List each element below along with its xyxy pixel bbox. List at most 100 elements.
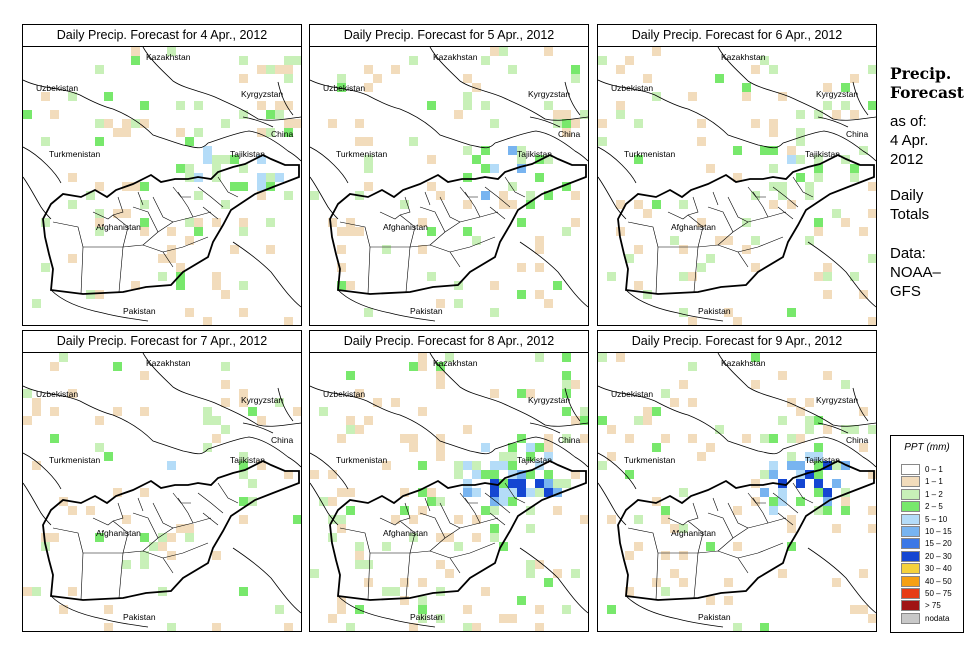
country-label-pakistan: Pakistan: [123, 612, 156, 622]
precip-cell: [328, 614, 337, 623]
precip-cell: [346, 488, 355, 497]
precip-cell: [391, 587, 400, 596]
precip-cell: [472, 461, 481, 470]
precip-cell: [364, 416, 373, 425]
precip-map: Kazakhstan Uzbekistan Kyrgyzstan China Turkm…: [309, 46, 589, 326]
precip-cell: [598, 416, 607, 425]
precip-cell: [625, 56, 634, 65]
precip-cell: [562, 407, 571, 416]
precip-cell: [841, 497, 850, 506]
precip-cell: [535, 173, 544, 182]
sidebar-title-line2: Forecast: [890, 83, 964, 102]
precip-cell: [526, 569, 535, 578]
precip-cell: [239, 74, 248, 83]
precip-cell: [463, 227, 472, 236]
precip-cell: [284, 56, 293, 65]
province-boundary: [339, 221, 371, 248]
province-boundary: [152, 196, 174, 223]
precip-cell: [41, 92, 50, 101]
province-boundary: [399, 502, 411, 522]
country-border: [310, 146, 349, 184]
panel-title: Daily Precip. Forecast for 9 Apr., 2012: [597, 330, 877, 353]
precip-cell: [284, 65, 293, 74]
precip-cell: [544, 155, 553, 164]
precip-cell: [562, 110, 571, 119]
precip-cell: [454, 515, 463, 524]
precip-cell: [364, 308, 373, 317]
precip-cell: [212, 164, 221, 173]
precip-cell: [652, 497, 661, 506]
precip-cell: [427, 488, 436, 497]
precip-cell: [221, 119, 230, 128]
asof-date-line2: 2012: [890, 151, 924, 168]
country-border: [50, 595, 149, 628]
province-boundary: [712, 497, 719, 512]
precip-cell: [427, 227, 436, 236]
precip-cell: [733, 542, 742, 551]
precip-cell: [472, 515, 481, 524]
precip-cell: [194, 227, 203, 236]
province-boundary: [172, 186, 191, 198]
precip-cell: [481, 470, 490, 479]
precip-cell: [436, 299, 445, 308]
province-boundary: [162, 542, 209, 559]
country-label-uzbekistan: Uzbekistan: [323, 389, 365, 399]
precip-cell: [508, 461, 517, 470]
precip-cell: [409, 515, 418, 524]
precip-cell: [284, 74, 293, 83]
province-boundary: [693, 552, 699, 599]
precip-cell: [104, 452, 113, 461]
precip-cell: [679, 308, 688, 317]
province-boundary: [80, 552, 84, 601]
precip-cell: [50, 533, 59, 542]
country-border: [429, 353, 588, 427]
precip-cell: [823, 272, 832, 281]
precip-cell: [391, 398, 400, 407]
precip-cell: [158, 272, 167, 281]
precip-cell: [634, 416, 643, 425]
legend-label: 1 – 2: [925, 489, 943, 499]
precip-cell: [769, 506, 778, 515]
precip-cell: [823, 290, 832, 299]
province-boundary: [118, 246, 124, 293]
precip-cell: [679, 380, 688, 389]
country-label-kazakhstan: Kazakhstan: [146, 52, 191, 62]
precip-cell: [382, 461, 391, 470]
precip-cell: [724, 578, 733, 587]
legend-title: PPT (mm): [904, 442, 950, 453]
precip-cell: [841, 83, 850, 92]
legend-item: > 75: [901, 600, 961, 612]
precip-cell: [697, 119, 706, 128]
precip-cell: [212, 623, 221, 631]
precip-cell: [517, 479, 526, 488]
precip-cell: [239, 461, 248, 470]
precip-cell: [715, 425, 724, 434]
country-border: [717, 353, 876, 427]
precip-cell: [814, 218, 823, 227]
precip-cell: [526, 443, 535, 452]
precip-cell: [436, 560, 445, 569]
precip-cell: [553, 506, 562, 515]
province-boundary: [202, 206, 219, 220]
precip-cell: [490, 533, 499, 542]
precip-cell: [167, 461, 176, 470]
panel-title: Daily Precip. Forecast for 8 Apr., 2012: [309, 330, 589, 353]
precip-cell: [661, 389, 670, 398]
precip-cell: [508, 497, 517, 506]
precip-cell: [463, 173, 472, 182]
province-boundary: [137, 497, 144, 512]
precip-cell: [823, 83, 832, 92]
legend-label: > 75: [925, 601, 941, 611]
province-boundary: [777, 512, 794, 526]
precip-cell: [284, 128, 293, 137]
precip-cell: [122, 560, 131, 569]
precip-cell: [194, 191, 203, 200]
precip-cell: [778, 569, 787, 578]
precip-cell: [436, 380, 445, 389]
precip-cell: [724, 236, 733, 245]
country-label-kyrgyzstan: Kyrgyzstan: [241, 395, 283, 405]
country-border: [23, 385, 209, 455]
precip-cell: [140, 119, 149, 128]
precip-cell: [652, 92, 661, 101]
precip-cell: [472, 623, 481, 631]
